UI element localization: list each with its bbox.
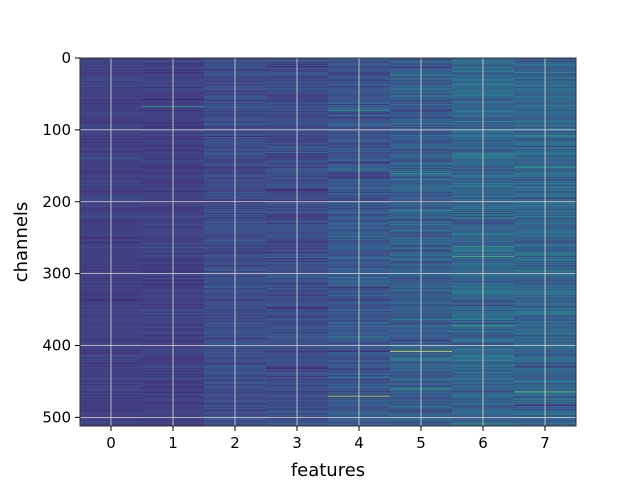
x-axis-label: features xyxy=(291,460,365,480)
x-tick-label: 6 xyxy=(478,434,488,452)
plot-frame xyxy=(79,57,577,427)
y-tick-label: 200 xyxy=(42,193,71,211)
heatmap-cells xyxy=(80,58,577,427)
x-tick-label: 0 xyxy=(106,434,116,452)
x-tick-label: 1 xyxy=(168,434,178,452)
y-axis-ticks: 0 100 200 300 400 500 xyxy=(42,49,80,426)
y-tick-label: 300 xyxy=(42,265,71,283)
y-tick-label: 500 xyxy=(42,408,71,426)
y-tick-label: 0 xyxy=(61,49,71,67)
x-tick-label: 3 xyxy=(292,434,302,452)
y-tick-label: 400 xyxy=(42,337,71,355)
grid-lines xyxy=(80,57,576,426)
y-axis-label: channels xyxy=(11,202,32,283)
y-tick-label: 100 xyxy=(42,121,71,139)
x-axis-ticks: 0 1 2 3 4 5 6 7 xyxy=(106,426,550,452)
x-tick-label: 4 xyxy=(354,434,364,452)
x-tick-label: 5 xyxy=(416,434,426,452)
x-tick-label: 2 xyxy=(230,434,240,452)
x-tick-label: 7 xyxy=(540,434,550,452)
